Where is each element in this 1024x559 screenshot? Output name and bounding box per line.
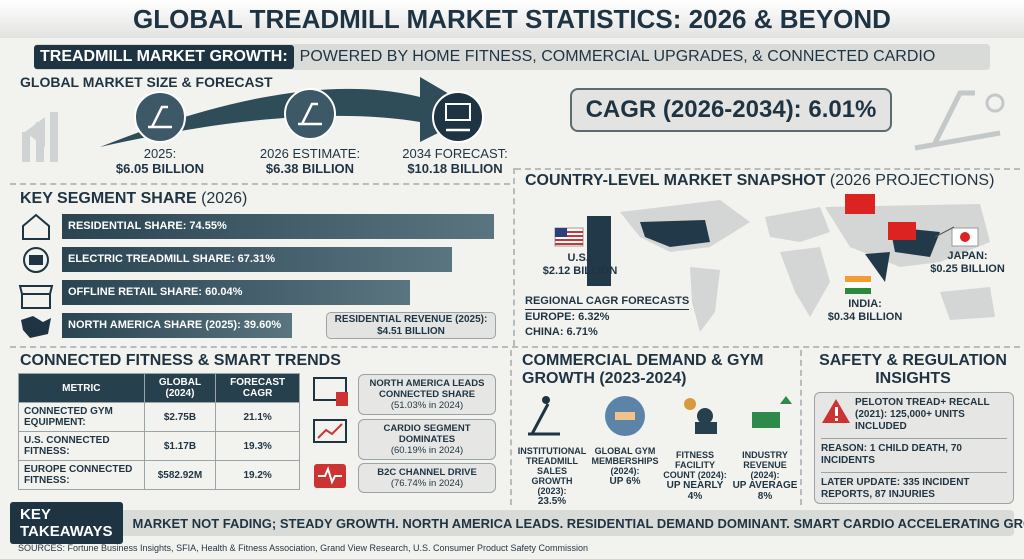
growth-arrow xyxy=(22,77,484,162)
market-point: 2026 ESTIMATE: $6.38 BILLION xyxy=(245,146,375,176)
item-label: FITNESS FACILITY COUNT (2024): xyxy=(663,450,727,480)
segment-icons xyxy=(18,213,54,338)
callout-title: B2C CHANNEL DRIVE xyxy=(377,467,477,478)
td: 21.1% xyxy=(215,402,300,432)
segment-bar: ELECTRIC TREADMILL SHARE: 67.31% xyxy=(62,247,453,272)
country: INDIA: $0.34 BILLION xyxy=(815,298,915,324)
heading: COUNTRY-LEVEL MARKET SNAPSHOT xyxy=(525,172,826,189)
revenue-box: RESIDENTIAL REVENUE (2025): $4.51 BILLION xyxy=(326,312,496,339)
country-value: $2.12 BILLION xyxy=(542,265,618,277)
banner-text: POWERED BY HOME FITNESS, COMMERCIAL UPGR… xyxy=(299,48,936,65)
revenue-label: RESIDENTIAL REVENUE (2025): xyxy=(334,314,488,325)
callout: B2C CHANNEL DRIVE (76.74% in 2024) xyxy=(358,463,496,493)
segment-bar: RESIDENTIAL SHARE: 74.55% xyxy=(62,214,495,239)
point-label: 2025: xyxy=(143,146,177,161)
takeaways: KEY TAKEAWAYS MARKET NOT FADING; STEADY … xyxy=(10,502,1024,544)
td: $1.17B xyxy=(143,431,217,461)
point-label: 2034 FORECAST: xyxy=(402,146,508,161)
commercial-icons xyxy=(528,396,792,436)
item-value: UP 6% xyxy=(609,476,641,487)
treadmill-icon xyxy=(914,90,1005,151)
td: $2.75B xyxy=(143,402,217,432)
country-value: $0.34 BILLION xyxy=(827,311,903,323)
callout-title: CARDIO SEGMENT DOMINATES xyxy=(383,423,471,445)
title: GLOBAL TREADMILL MARKET STATISTICS: 2026… xyxy=(133,4,891,34)
section-heading: SAFETY & REGULATION INSIGHTS xyxy=(819,352,1007,387)
revenue-value: $4.51 BILLION xyxy=(377,326,445,337)
country-label: JAPAN: xyxy=(947,250,988,262)
td: 19.3% xyxy=(215,431,300,461)
segment-bar: NORTH AMERICA SHARE (2025): 39.60% xyxy=(62,313,292,338)
country-label: U.S.: xyxy=(567,252,593,264)
safety-box: PELOTON TREAD+ RECALL (2021): 125,000+ U… xyxy=(814,392,1014,504)
callout-note: (51.03% in 2024) xyxy=(390,400,464,411)
point-value: $10.18 BILLION xyxy=(407,161,503,176)
reason: REASON: 1 CHILD DEATH, 70 INCIDENTS xyxy=(821,438,1007,467)
section-heading: GLOBAL MARKET SIZE & FORECAST xyxy=(20,74,273,90)
world-map xyxy=(554,194,995,332)
country: JAPAN: $0.25 BILLION xyxy=(915,250,1020,276)
td: 19.2% xyxy=(215,460,300,490)
title-band xyxy=(0,0,1024,38)
sources: SOURCES: Fortune Business Insights, SFIA… xyxy=(18,543,589,553)
bar-label: NORTH AMERICA SHARE (2025): 39.60% xyxy=(68,319,282,331)
item-value: 23.5% xyxy=(537,496,567,507)
td: EUROPE CONNECTED FITNESS: xyxy=(18,460,145,490)
regional: REGIONAL CAGR FORECASTS EUROPE: 6.32% CHIN… xyxy=(525,294,690,340)
point-label: 2026 ESTIMATE: xyxy=(259,146,361,161)
bar-label: RESIDENTIAL SHARE: 74.55% xyxy=(68,220,227,232)
point-value: $6.38 BILLION xyxy=(265,161,355,176)
heading: KEY SEGMENT SHARE xyxy=(20,190,197,207)
banner-label: TREADMILL MARKET GROWTH: xyxy=(34,45,294,69)
commercial-item: FITNESS FACILITY COUNT (2024): UP NEARLY … xyxy=(660,450,730,502)
section-heading: KEY SEGMENT SHARE (2026) xyxy=(20,190,247,208)
callout: CARDIO SEGMENT DOMINATES (60.19% in 2024) xyxy=(358,419,496,460)
bar-label: OFFLINE RETAIL SHARE: 60.04% xyxy=(68,286,243,298)
commercial-item: GLOBAL GYM MEMBERSHIPS (2024): UP 6% xyxy=(590,446,660,487)
takeaways-text: MARKET NOT FADING; STEADY GROWTH. NORTH … xyxy=(132,515,1024,531)
point-value: $6.05 BILLION xyxy=(115,161,205,176)
heading-note: (2026 PROJECTIONS) xyxy=(829,172,995,189)
th: FORECAST CAGR xyxy=(215,373,300,403)
item-label: INSTITUTIONAL TREADMILL SALES GROWTH (20… xyxy=(517,446,587,496)
market-point: 2025: $6.05 BILLION xyxy=(100,146,220,176)
th: GLOBAL (2024) xyxy=(143,373,217,403)
regional-item: EUROPE: 6.32% xyxy=(525,311,610,323)
section-heading: CONNECTED FITNESS & SMART TRENDS xyxy=(20,352,341,369)
regional-heading: REGIONAL CAGR FORECASTS xyxy=(525,294,690,310)
country-value: $0.25 BILLION xyxy=(930,263,1005,275)
update: LATER UPDATE: 335 INCIDENT REPORTS, 87 I… xyxy=(821,472,1007,501)
country: U.S.: $2.12 BILLION xyxy=(535,252,625,278)
th: METRIC xyxy=(18,373,145,403)
regional-item: CHINA: 6.71% xyxy=(525,326,598,338)
country-label: INDIA: xyxy=(848,298,882,310)
callout-title: NORTH AMERICA LEADS CONNECTED SHARE xyxy=(369,378,485,400)
commercial-item: INSTITUTIONAL TREADMILL SALES GROWTH (20… xyxy=(517,446,587,507)
section-heading: COMMERCIAL DEMAND & GYM GROWTH (2023-202… xyxy=(522,352,764,387)
takeaways-label: KEY TAKEAWAYS xyxy=(10,502,123,544)
td: CONNECTED GYM EQUIPMENT: xyxy=(18,402,145,432)
item-value: UP NEARLY 4% xyxy=(666,480,724,502)
bar-label: ELECTRIC TREADMILL SHARE: 67.31% xyxy=(68,253,275,265)
item-value: UP AVERAGE 8% xyxy=(732,480,798,502)
market-point: 2034 FORECAST: $10.18 BILLION xyxy=(390,146,520,176)
callout-icons xyxy=(313,377,348,488)
banner: TREADMILL MARKET GROWTH: POWERED BY HOME… xyxy=(34,44,990,70)
recall: PELOTON TREAD+ RECALL (2021): 125,000+ U… xyxy=(855,397,990,432)
callout-note: (60.19% in 2024) xyxy=(390,445,464,456)
td: $582.92M xyxy=(143,460,217,490)
td: U.S. CONNECTED FITNESS: xyxy=(18,431,145,461)
cagr-box: CAGR (2026-2034): 6.01% xyxy=(570,88,892,132)
callout-note: (76.74% in 2024) xyxy=(390,478,464,489)
heading-note: (2026) xyxy=(201,190,248,207)
commercial-item: INDUSTRY REVENUE (2024): UP AVERAGE 8% xyxy=(730,450,800,502)
connected-table: METRIC GLOBAL (2024) FORECAST CAGR CONNECT… xyxy=(18,373,300,490)
section-heading: COUNTRY-LEVEL MARKET SNAPSHOT (2026 PROJ… xyxy=(525,172,994,190)
callout: NORTH AMERICA LEADS CONNECTED SHARE (51.0… xyxy=(358,374,496,415)
warning-icon xyxy=(822,399,850,423)
item-label: INDUSTRY REVENUE (2024): xyxy=(742,450,788,480)
item-label: GLOBAL GYM MEMBERSHIPS (2024): xyxy=(591,446,659,476)
segment-bar: OFFLINE RETAIL SHARE: 60.04% xyxy=(62,280,411,305)
